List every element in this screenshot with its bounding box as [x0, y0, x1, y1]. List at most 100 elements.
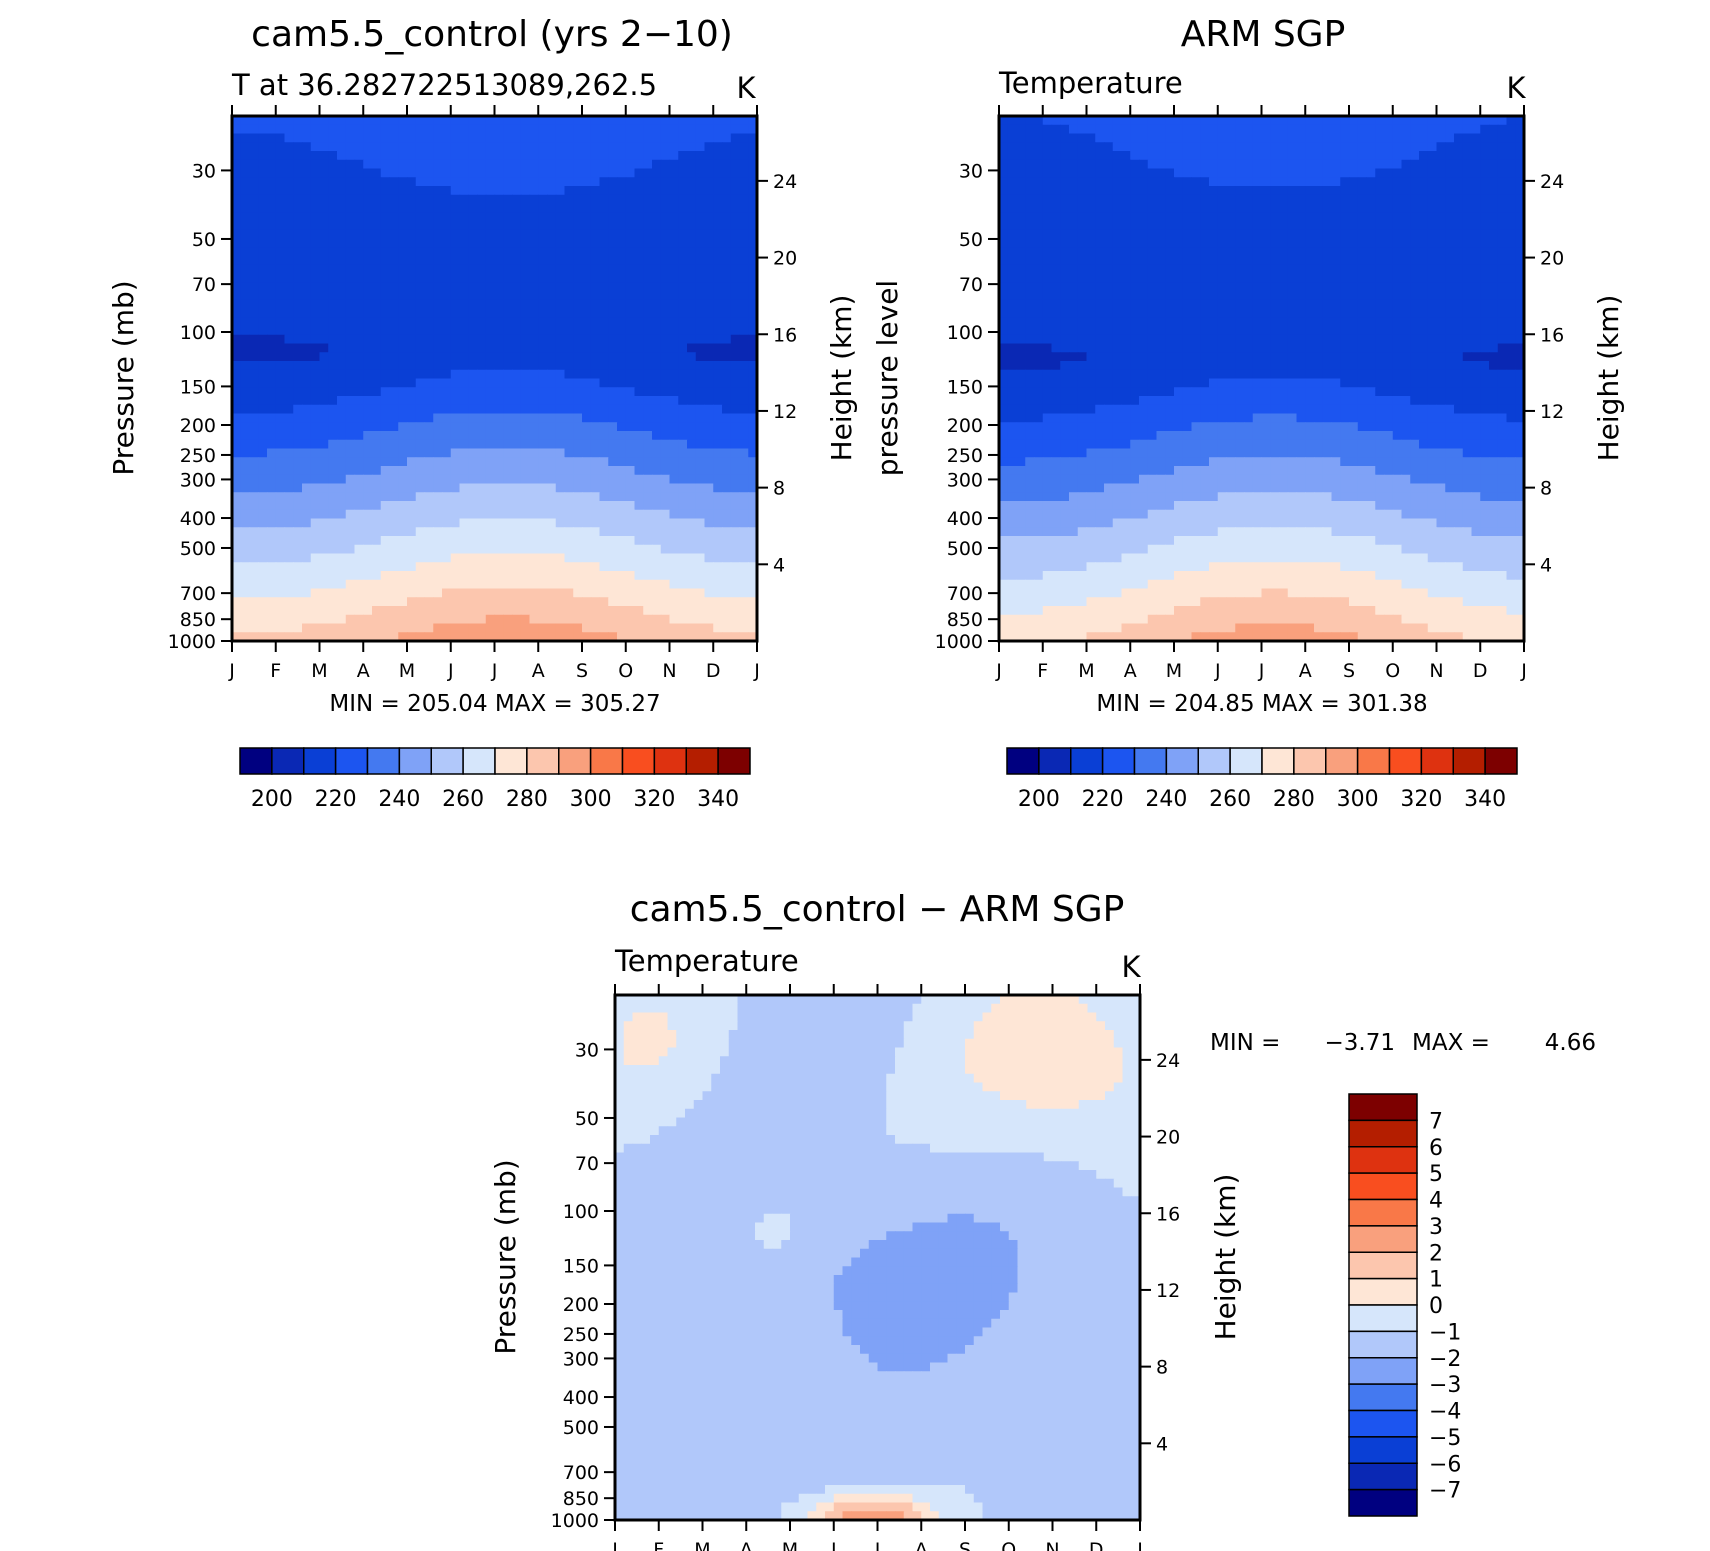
contour-cell — [704, 124, 714, 135]
contour-cell — [503, 116, 513, 126]
contour-cell — [1007, 247, 1018, 257]
contour-cell — [704, 536, 714, 546]
contour-cell — [380, 387, 391, 397]
contour-cell — [625, 282, 636, 292]
contour-cell — [730, 273, 741, 283]
contour-cell — [520, 623, 531, 633]
contour-cell — [380, 291, 391, 301]
contour-cell — [547, 588, 557, 598]
contour-cell — [652, 387, 662, 397]
contour-cell — [1506, 221, 1516, 231]
contour-cell — [302, 273, 312, 283]
contour-cell — [1130, 247, 1140, 257]
contour-cell — [1007, 116, 1018, 126]
contour-cell — [345, 553, 356, 563]
contour-cell — [1226, 203, 1236, 213]
contour-cell — [1445, 291, 1455, 301]
contour-cell — [599, 623, 609, 633]
contour-cell — [398, 343, 408, 353]
contour-cell — [1042, 291, 1053, 301]
y2-tick-label: 4 — [773, 554, 785, 576]
contour-cell — [643, 317, 653, 327]
contour-cell — [555, 431, 566, 441]
contour-cell — [564, 299, 574, 310]
contour-cell — [442, 597, 452, 607]
contour-cell — [232, 343, 242, 353]
contour-cell — [415, 623, 426, 633]
panel-model-units: K — [736, 71, 756, 105]
contour-cell — [555, 273, 566, 283]
contour-cell — [999, 247, 1009, 257]
contour-cell — [704, 518, 714, 528]
contour-cell — [433, 124, 443, 135]
contour-cell — [704, 588, 714, 598]
contour-cell — [739, 518, 749, 528]
contour-cell — [240, 404, 251, 415]
contour-cell — [722, 282, 732, 292]
contour-cell — [739, 299, 749, 310]
contour-cell — [442, 116, 452, 126]
contour-cell — [538, 282, 548, 292]
contour-cell — [643, 439, 653, 450]
contour-cell — [494, 334, 504, 345]
contour-cell — [713, 334, 723, 345]
contour-cell — [1392, 203, 1403, 213]
contour-cell — [468, 553, 478, 563]
contour-cell — [1340, 282, 1350, 292]
contour-cell — [1392, 124, 1403, 135]
contour-cell — [695, 308, 706, 318]
contour-cell — [258, 177, 268, 187]
contour-cell — [468, 457, 478, 467]
contour-cell — [1296, 247, 1306, 257]
contour-cell — [232, 527, 242, 537]
contour-cell — [713, 168, 723, 178]
contour-cell — [660, 133, 671, 143]
contour-cell — [407, 168, 417, 178]
contour-cell — [424, 492, 434, 502]
contour-cell — [363, 116, 373, 126]
contour-cell — [284, 544, 294, 555]
contour-cell — [678, 614, 688, 625]
contour-cell — [590, 474, 601, 485]
contour-cell — [240, 544, 251, 555]
contour-cell — [1165, 264, 1175, 275]
contour-cell — [1095, 177, 1105, 187]
contour-cell — [1261, 273, 1271, 283]
contour-cell — [337, 422, 347, 432]
contour-cell — [450, 404, 461, 415]
contour-cell — [345, 247, 356, 257]
contour-cell — [424, 203, 434, 213]
contour-cell — [275, 501, 286, 511]
contour-cell — [590, 588, 601, 598]
contour-cell — [1226, 142, 1236, 152]
contour-cell — [695, 474, 706, 485]
contour-cell — [389, 247, 399, 257]
contour-cell — [1392, 291, 1403, 301]
contour-cell — [739, 229, 749, 240]
contour-cell — [1165, 247, 1175, 257]
contour-cell — [503, 264, 513, 275]
contour-cell — [564, 536, 574, 546]
contour-cell — [1156, 247, 1166, 257]
contour-cell — [1156, 159, 1166, 170]
contour-cell — [590, 194, 601, 205]
contour-cell — [319, 151, 329, 161]
contour-cell — [713, 343, 723, 353]
contour-cell — [1086, 273, 1096, 283]
contour-cell — [240, 378, 251, 388]
colorbar-swatch — [430, 747, 464, 775]
contour-cell — [1410, 133, 1420, 143]
contour-cell — [739, 256, 749, 266]
contour-cell — [678, 343, 688, 353]
contour-cell — [608, 133, 618, 143]
contour-cell — [450, 588, 461, 598]
contour-cell — [337, 247, 347, 257]
contour-cell — [678, 116, 688, 126]
contour-cell — [520, 562, 531, 572]
contour-cell — [520, 273, 531, 283]
contour-cell — [582, 238, 592, 248]
contour-cell — [442, 343, 452, 353]
contour-cell — [450, 133, 461, 143]
contour-cell — [1200, 282, 1210, 292]
contour-cell — [660, 474, 671, 485]
